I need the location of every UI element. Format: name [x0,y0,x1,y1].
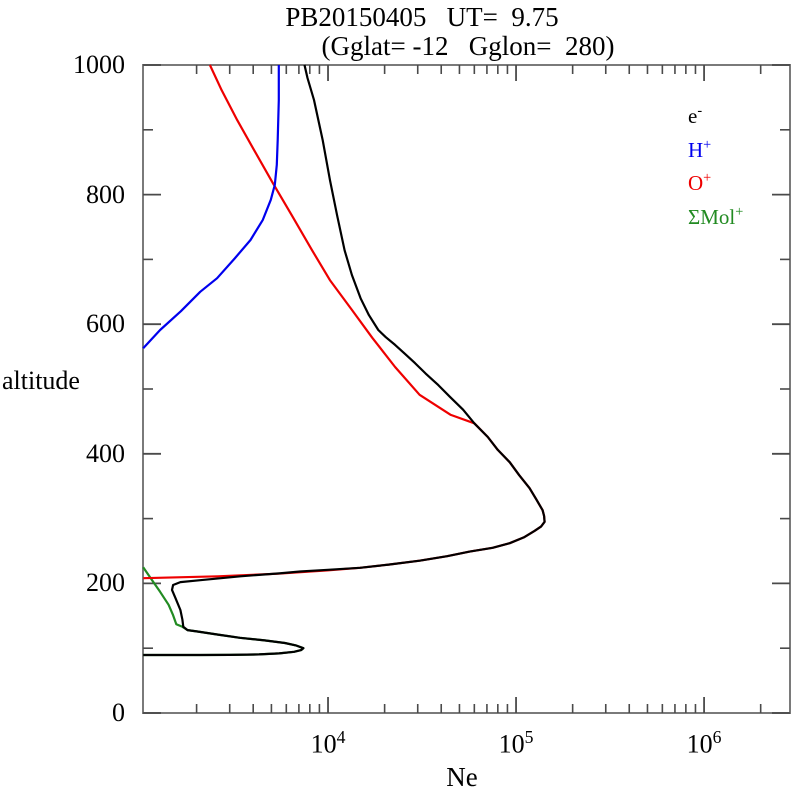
x-tick-label-1e5: 105 [498,727,534,759]
chart-title-line2: (Gglat= -12 Gglon= 280) [321,31,615,61]
y-tick-label-800: 800 [86,179,125,209]
y-tick-label-1000: 1000 [73,50,125,79]
curve-h [142,65,280,349]
curve-e [143,64,546,657]
legend: e- H+ O+ ΣMol+ [688,97,743,231]
curve-o [143,64,546,580]
legend-item-o: O+ [688,170,712,195]
y-tick-label-200: 200 [86,568,125,598]
legend-item-mol: ΣMol+ [688,203,744,229]
x-tick-label-1e6: 106 [686,727,722,759]
chart-title-line1: PB20150405 UT= 9.75 [285,2,559,32]
y-tick-label-600: 600 [86,309,125,339]
x-axis-label: Ne [446,762,478,792]
y-axis-label: altitude [2,366,80,395]
y-tick-label-400: 400 [86,438,125,468]
legend-item-h: H+ [688,136,712,162]
legend-item-e: e- [688,103,703,128]
x-tick-label-1e4: 104 [310,727,346,759]
y-tick-label-0: 0 [112,698,125,727]
